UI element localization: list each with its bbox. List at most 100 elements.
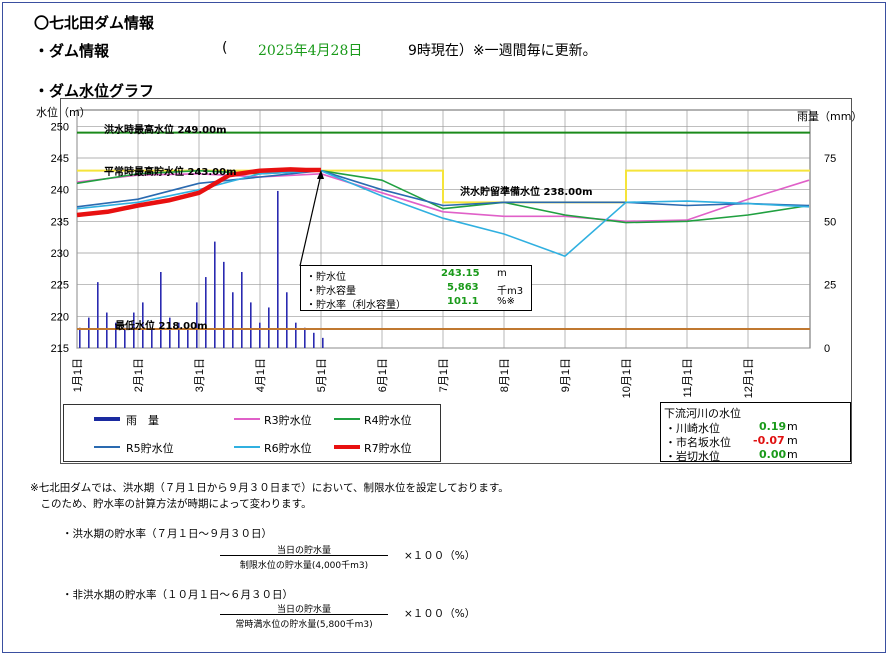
info-rate-value: 101.1 [447, 296, 479, 307]
rain-bar [133, 312, 135, 348]
series-line-R5貯水位 [76, 169, 810, 208]
y-left-tick-label: 215 [51, 343, 69, 355]
rain-bar [106, 312, 108, 348]
legend-label-r7: R7貯水位 [364, 442, 412, 455]
info-capacity-value: 5,863 [447, 282, 479, 293]
info-storage-level-label: ・貯水位 [306, 272, 346, 283]
chart-legend: 雨 量 R3貯水位 R4貯水位 R5貯水位 R6貯水位 R7貯水位 [63, 404, 441, 462]
flood-multiplier: ×１００（%） [404, 550, 476, 562]
rain-bar [142, 302, 144, 348]
rain-bar [223, 261, 225, 348]
y-right-tick-label: 50 [824, 216, 836, 228]
y-left-tick-label: 240 [51, 185, 69, 197]
x-tick-label: 7月1日 [438, 358, 450, 392]
pointer-line [299, 173, 322, 267]
y-left-label: 水位（m） [36, 106, 91, 119]
x-tick-label: 8月1日 [499, 358, 511, 392]
downstream-river-box: 下流河川の水位 ・川崎水位 0.19 m ・市名坂水位 -0.07 m ・岩切水… [660, 402, 851, 463]
legend-label-rain: 雨 量 [126, 414, 159, 427]
ref-label-min: 最低水位 218.00m [115, 321, 208, 332]
note-line-2: このため、貯水率の計算方法が時期によって変わります。 [30, 498, 312, 510]
update-time-note: 9時現在）※一週間毎に更新。 [408, 43, 597, 59]
graph-label: ・ダム水位グラフ [34, 82, 155, 100]
info-capacity-label: ・貯水容量 [306, 286, 356, 297]
rain-bar [88, 317, 90, 348]
legend-label-r4: R4貯水位 [364, 414, 412, 427]
river-shinazaka-value: -0.07 [753, 434, 785, 447]
nonflood-denominator: 常時満水位の貯水量(5,800千m3) [235, 620, 373, 630]
rain-bar [259, 322, 261, 348]
rain-bar [268, 307, 270, 348]
ref-label-flood-prep: 洪水貯留準備水位 238.00m [460, 187, 593, 198]
page-title: 〇七北田ダム情報 [34, 14, 155, 32]
y-left-tick-label: 225 [51, 280, 69, 292]
rain-bar [214, 241, 216, 348]
y-left-tick-label: 245 [51, 153, 69, 165]
storage-info-box: ・貯水位 243.15 m ・貯水容量 5,863 千m3 ・貯水率（利水容量）… [300, 265, 532, 311]
nonflood-numerator: 当日の貯水量 [276, 605, 331, 615]
x-tick-label: 11月1日 [682, 358, 694, 398]
y-left-tick-label: 235 [51, 216, 69, 228]
nonflood-fraction-line [220, 614, 388, 615]
river-iwakiri-value: 0.00 [759, 448, 787, 461]
flood-fraction-line [220, 555, 388, 556]
paren-open: ( [222, 40, 228, 56]
ref-label-normal-max: 平常時最高貯水位 243.00m [104, 167, 237, 178]
rain-bar [322, 337, 324, 348]
rain-bar [196, 302, 198, 348]
rain-bar [313, 332, 315, 348]
legend-label-r5: R5貯水位 [126, 442, 174, 455]
rain-bars [79, 190, 324, 348]
flood-denominator: 制限水位の貯水量(4,000千m3) [239, 561, 369, 571]
river-iwakiri-label: ・岩切水位 [665, 450, 720, 463]
y-right-label: 雨量（mm） [797, 110, 863, 123]
rain-bar [160, 272, 162, 348]
update-date: 2025年4月28日 [258, 43, 363, 59]
dam-info-label: ・ダム情報 [34, 42, 110, 60]
info-storage-level-value: 243.15 [441, 268, 480, 279]
ref-label-flood-max: 洪水時最高水位 249.00m [104, 125, 227, 136]
x-tick-label: 1月1日 [72, 358, 84, 392]
flood-period-title: ・洪水期の貯水率（７月１日～９月３０日） [62, 528, 272, 540]
rain-bar [277, 190, 279, 348]
x-tick-label: 3月1日 [194, 358, 206, 392]
y-right-tick-label: 25 [824, 280, 836, 292]
rain-bar [295, 322, 297, 348]
y-left-tick-label: 250 [51, 121, 69, 133]
plot-area [76, 109, 811, 349]
rain-bar [241, 272, 243, 348]
x-tick-label: 12月1日 [743, 358, 755, 398]
rain-bar [187, 327, 189, 348]
pointer-arrowhead [317, 170, 324, 180]
series-lines [76, 167, 810, 267]
flood-numerator: 当日の貯水量 [276, 546, 331, 556]
x-tick-label: 4月1日 [255, 358, 267, 392]
y-right-tick-label: 0 [824, 343, 830, 355]
rain-bar [232, 292, 234, 348]
rain-bar [205, 277, 207, 348]
river-title: 下流河川の水位 [664, 407, 741, 420]
river-kawasaki-label: ・川崎水位 [665, 422, 720, 435]
river-kawasaki-value: 0.19 [759, 420, 787, 433]
rain-bar [79, 327, 81, 348]
chart-grid [76, 109, 811, 349]
rain-bar [115, 322, 117, 348]
info-rate-unit: %※ [497, 296, 515, 307]
rain-bar [124, 327, 126, 348]
series-line-R3貯水位 [76, 173, 810, 223]
river-iwakiri-unit: m [787, 448, 798, 461]
info-capacity-unit: 千m3 [497, 286, 524, 297]
x-tick-label: 9月1日 [560, 358, 572, 392]
chart-frame [60, 98, 852, 464]
river-shinazaka-unit: m [787, 434, 798, 447]
legend-label-r3: R3貯水位 [264, 414, 312, 427]
rain-bar [97, 282, 99, 348]
rain-bar [250, 302, 252, 348]
x-tick-label: 5月1日 [316, 358, 328, 392]
rain-bar [286, 292, 288, 348]
river-shinazaka-label: ・市名坂水位 [665, 436, 731, 449]
x-tick-label: 10月1日 [621, 358, 633, 398]
